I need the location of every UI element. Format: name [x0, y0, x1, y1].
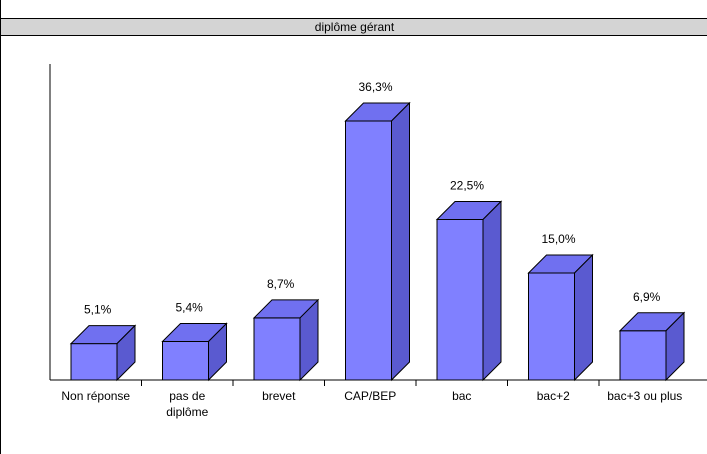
bar: [527, 253, 594, 382]
bar: [435, 200, 503, 382]
bar-side: [116, 324, 136, 382]
x-tick-label: brevet: [262, 389, 296, 403]
bar: [618, 311, 686, 382]
bar-side: [208, 322, 227, 382]
bar: [252, 298, 320, 382]
x-tick-label: CAP/BEP: [344, 389, 396, 403]
chart-title: diplôme gérant: [1, 18, 707, 36]
x-tick-label: pas de: [169, 389, 205, 403]
data-label: 8,7%: [267, 277, 295, 291]
bar-side: [665, 311, 685, 382]
data-label: 5,1%: [84, 303, 112, 317]
chart-bars: [69, 101, 686, 382]
bar-side: [391, 101, 410, 382]
x-tick-label: diplôme: [166, 405, 208, 419]
bar-front: [70, 343, 118, 381]
bar-front: [345, 120, 392, 381]
bar-front: [436, 218, 484, 381]
data-label: 15,0%: [542, 232, 576, 246]
data-label: 5,4%: [176, 300, 204, 314]
bar-side: [574, 253, 593, 382]
bar: [69, 324, 137, 382]
data-label: 6,9%: [633, 290, 661, 304]
chart-labels: 5,1% Non réponse 5,4% pas de diplôme 8,7% brev…: [61, 80, 682, 419]
bar-front: [253, 317, 301, 381]
bar: [344, 101, 411, 382]
x-tick-label: bac: [452, 389, 471, 403]
data-label: 22,5%: [450, 178, 484, 192]
bar: [161, 322, 228, 382]
bar-side: [482, 200, 502, 382]
x-tick-label: bac+3 ou plus: [607, 389, 682, 403]
x-tick-label: bac+2: [537, 389, 570, 403]
x-tick-label: Non réponse: [61, 389, 130, 403]
bar-side: [299, 298, 319, 382]
data-label: 36,3%: [359, 80, 393, 94]
bar-front: [162, 340, 209, 381]
bar-front: [619, 330, 667, 381]
bar-front: [528, 272, 575, 381]
